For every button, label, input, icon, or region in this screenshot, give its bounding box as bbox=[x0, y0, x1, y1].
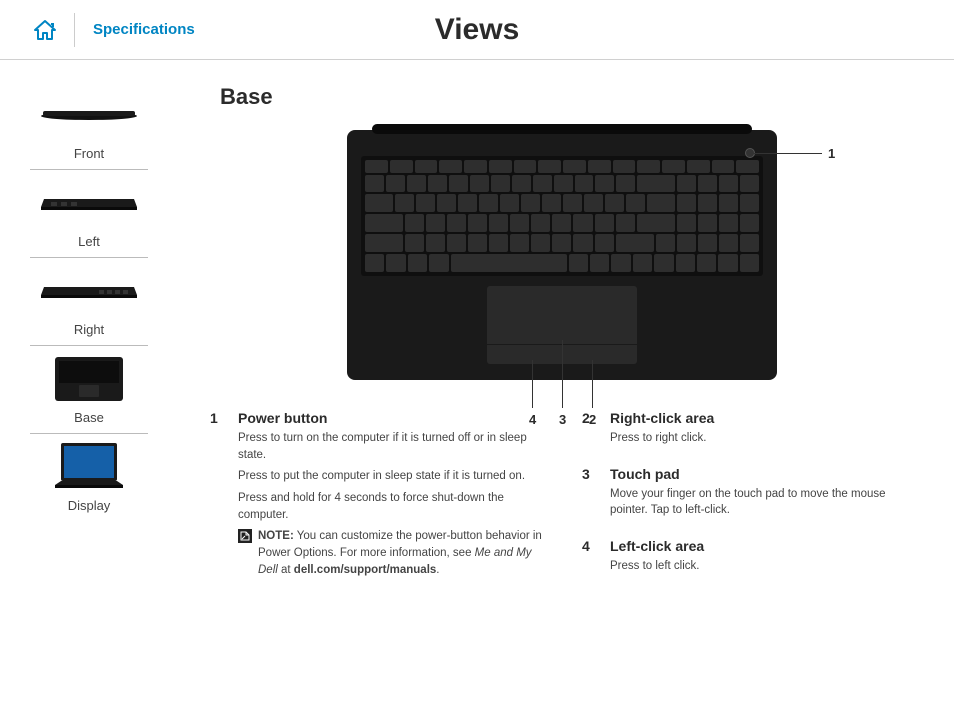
thumb-left bbox=[39, 178, 139, 228]
callout-2: 2 bbox=[589, 412, 596, 427]
nav-label: Display bbox=[68, 494, 111, 515]
desc-item-3: 3 Touch pad Move your finger on the touc… bbox=[582, 466, 914, 524]
callout-4: 4 bbox=[529, 412, 536, 427]
desc-title: Right-click area bbox=[610, 410, 914, 426]
nav-item-display[interactable]: Display bbox=[30, 442, 148, 521]
desc-item-1: 1 Power button Press to turn on the comp… bbox=[210, 410, 542, 578]
nav-item-front[interactable]: Front bbox=[30, 90, 148, 170]
note-icon bbox=[238, 529, 252, 543]
desc-title: Touch pad bbox=[610, 466, 914, 482]
thumb-display bbox=[39, 442, 139, 492]
desc-text: Press to turn on the computer if it is t… bbox=[238, 430, 542, 463]
base-figure: 1 2 3 4 bbox=[282, 130, 842, 380]
nav-label: Front bbox=[74, 142, 104, 163]
thumb-right bbox=[39, 266, 139, 316]
desc-title: Left-click area bbox=[610, 538, 914, 554]
section-title: Base bbox=[220, 84, 914, 110]
nav-item-left[interactable]: Left bbox=[30, 178, 148, 258]
home-icon[interactable] bbox=[30, 15, 60, 45]
nav-label: Left bbox=[78, 230, 100, 251]
note-text: NOTE: You can customize the power-button… bbox=[258, 528, 542, 578]
note-row: NOTE: You can customize the power-button… bbox=[238, 528, 542, 578]
desc-num: 4 bbox=[582, 538, 596, 580]
descriptions-left-col: 1 Power button Press to turn on the comp… bbox=[210, 410, 542, 594]
desc-title: Power button bbox=[238, 410, 542, 426]
nav-item-right[interactable]: Right bbox=[30, 266, 148, 346]
callout-1: 1 bbox=[828, 146, 835, 161]
nav-label: Base bbox=[74, 406, 104, 427]
page-title: Views bbox=[435, 13, 520, 47]
nav-label: Right bbox=[74, 318, 104, 339]
nav-item-base[interactable]: Base bbox=[30, 354, 148, 434]
top-bar: Specifications Views bbox=[0, 0, 954, 60]
desc-text: Press and hold for 4 seconds to force sh… bbox=[238, 490, 542, 523]
keyboard-illustration bbox=[361, 156, 763, 276]
desc-text: Press to right click. bbox=[610, 430, 914, 447]
desc-item-4: 4 Left-click area Press to left click. bbox=[582, 538, 914, 580]
desc-text: Move your finger on the touch pad to mov… bbox=[610, 486, 914, 519]
main-content: Base bbox=[180, 60, 954, 721]
desc-num: 1 bbox=[210, 410, 224, 578]
descriptions-right-col: 2 Right-click area Press to right click.… bbox=[582, 410, 914, 594]
desc-text: Press to put the computer in sleep state… bbox=[238, 468, 542, 485]
desc-item-2: 2 Right-click area Press to right click. bbox=[582, 410, 914, 452]
thumb-base bbox=[39, 354, 139, 404]
header-divider bbox=[74, 13, 75, 47]
callout-3: 3 bbox=[559, 412, 566, 427]
specifications-link[interactable]: Specifications bbox=[93, 21, 195, 38]
thumb-front bbox=[39, 90, 139, 140]
descriptions: 1 Power button Press to turn on the comp… bbox=[210, 410, 914, 594]
desc-text: Press to left click. bbox=[610, 558, 914, 575]
views-sidebar: Front Left bbox=[0, 60, 180, 721]
desc-num: 3 bbox=[582, 466, 596, 524]
